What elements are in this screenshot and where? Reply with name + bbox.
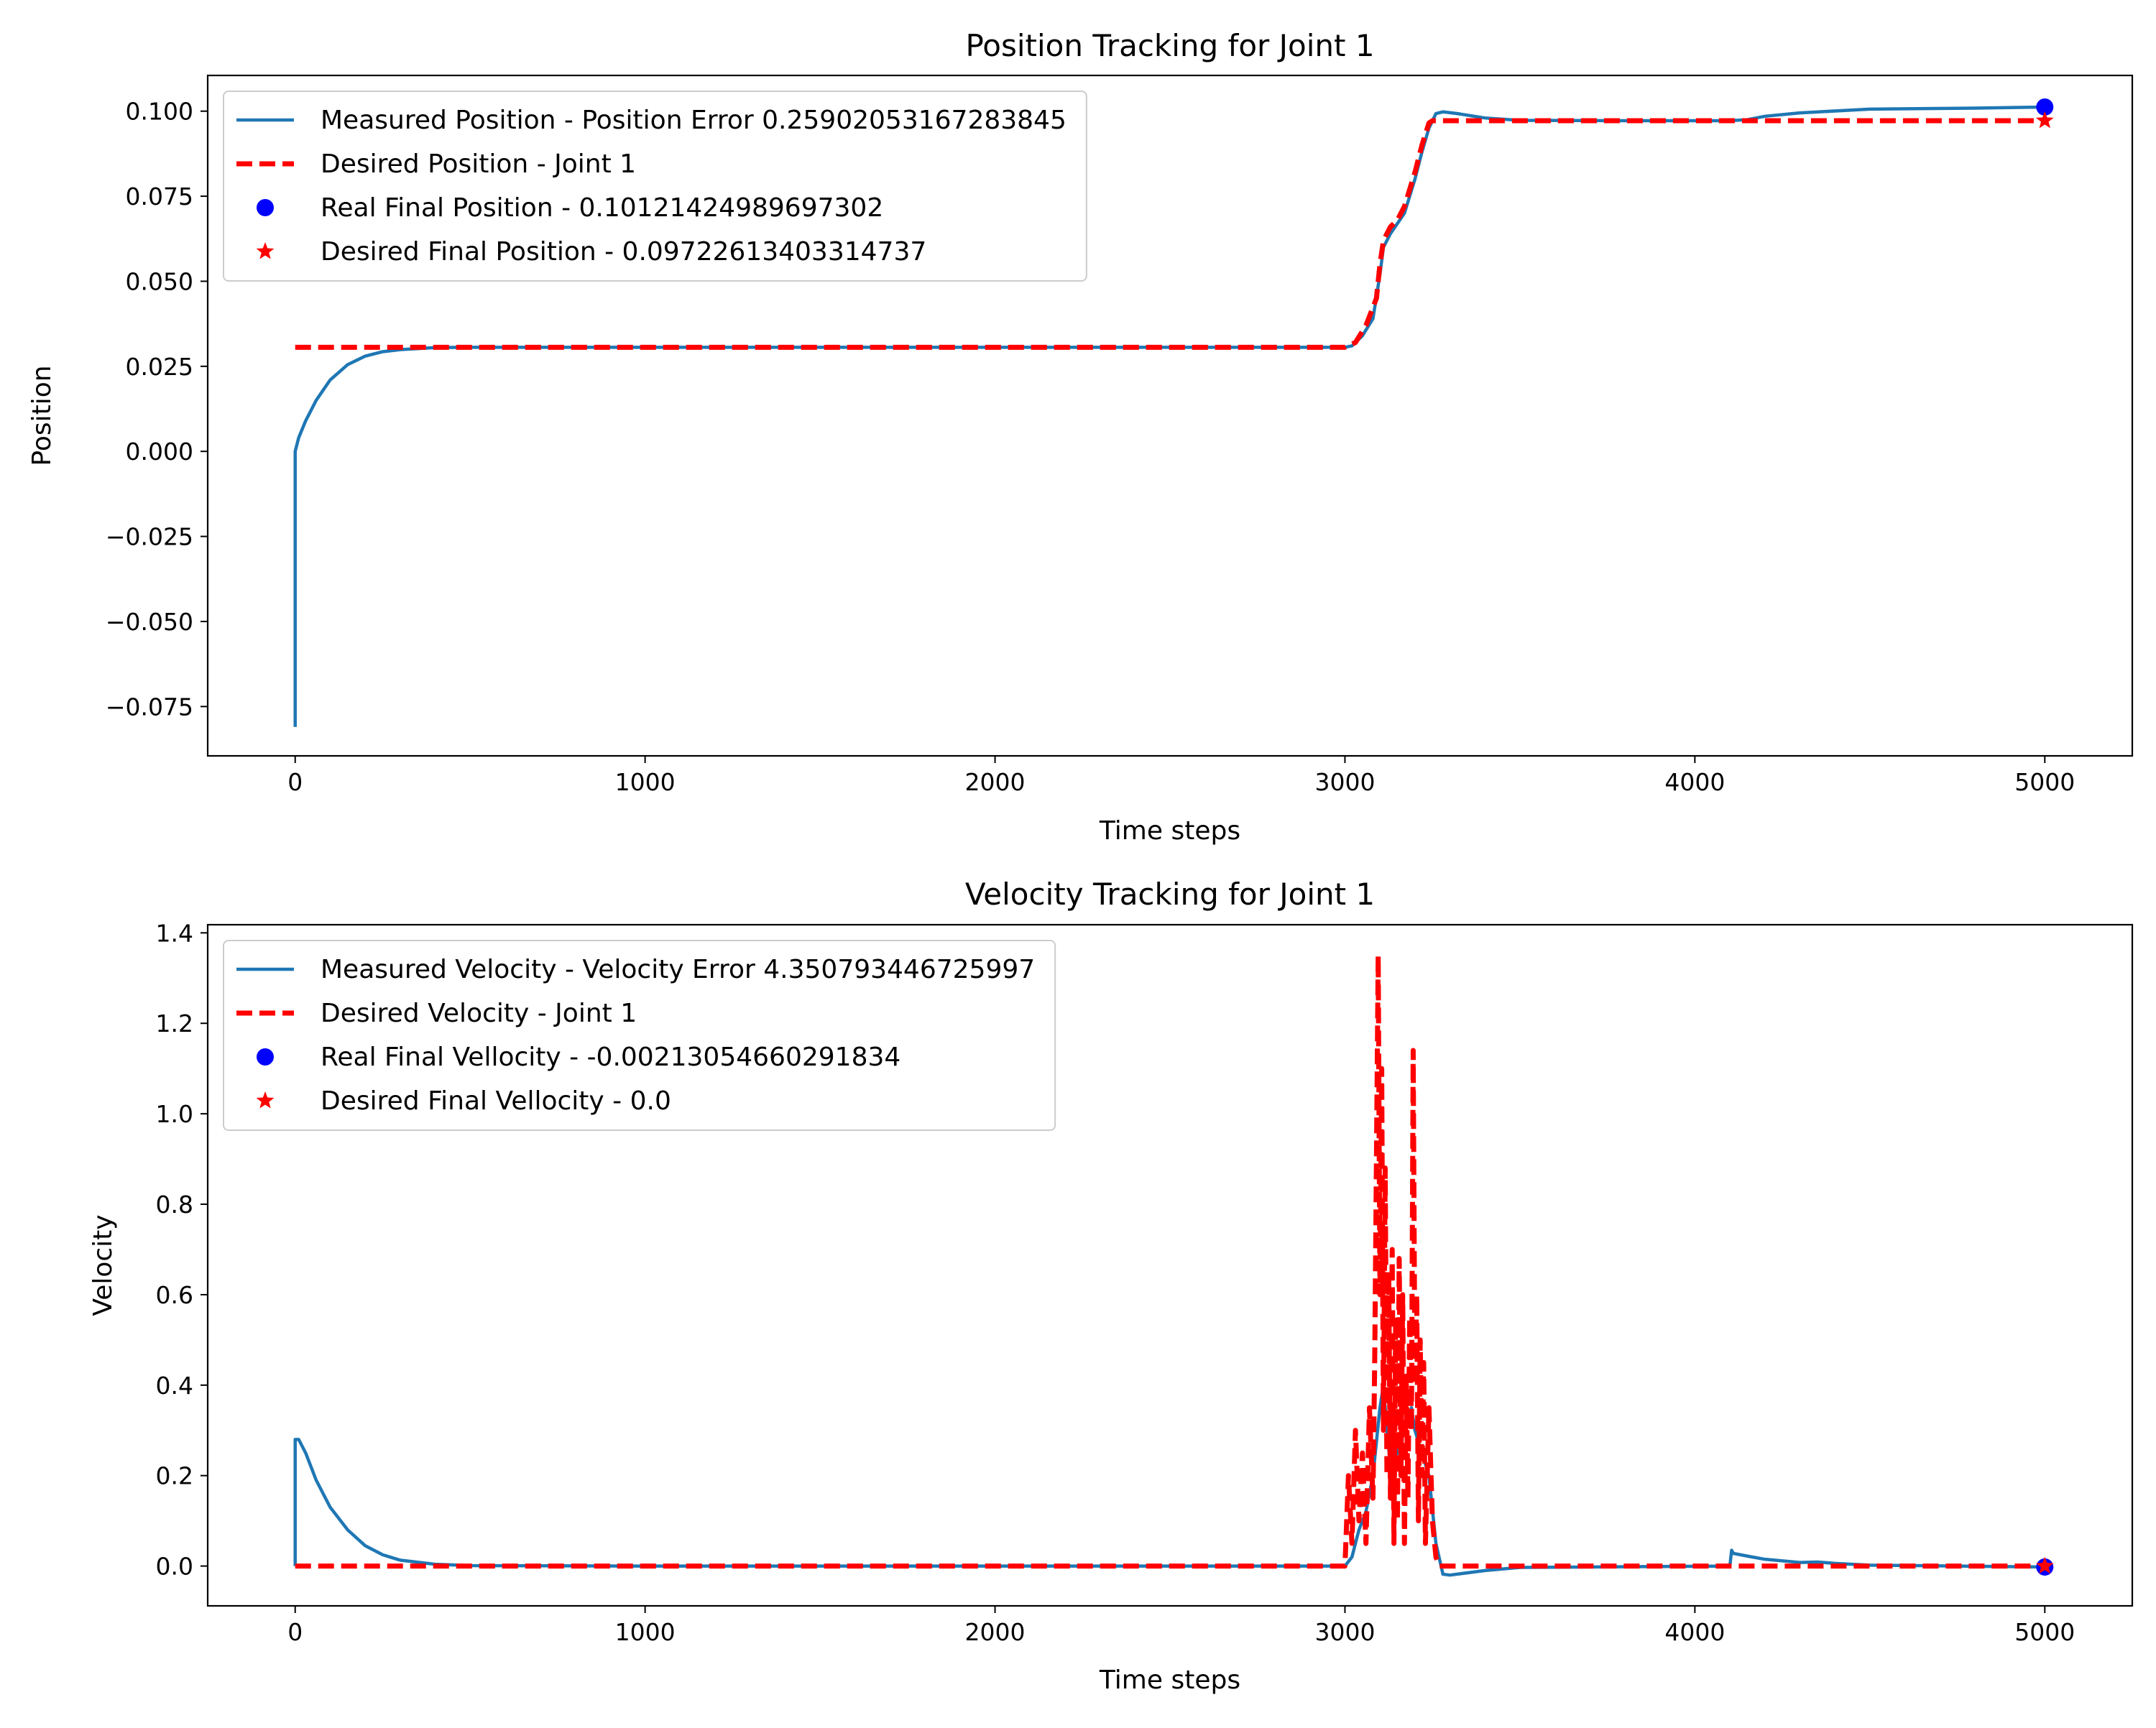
y-tick-label: 1.2 (156, 1009, 193, 1038)
legend-box (223, 91, 1087, 282)
legend: Measured Velocity - Velocity Error 4.350… (223, 940, 1056, 1131)
legend-circle-swatch (257, 1048, 274, 1066)
axes-frame (206, 923, 2134, 1607)
legend-item: Desired Final Vellocity - 0.0 (256, 1086, 671, 1116)
y-tick-label: 0.6 (156, 1281, 193, 1309)
chart-1: Position Tracking for Joint 1 0 1000 2000 30… (27, 28, 2134, 846)
x-tick-label: 1000 (615, 768, 676, 796)
plot-area (293, 953, 2045, 1577)
desired-final-marker (2035, 1556, 2054, 1574)
y-axis-label: Position (27, 365, 57, 466)
legend-star-swatch (256, 1091, 275, 1109)
plot-area (293, 105, 2045, 727)
legend-item: Measured Velocity - Velocity Error 4.350… (236, 955, 1035, 984)
y-tick-label: 0.0 (156, 1553, 193, 1581)
legend-label: Desired Position - Joint 1 (321, 149, 636, 179)
y-tick-label: 0.2 (156, 1462, 193, 1490)
x-axis-label: Time steps (1099, 1665, 1240, 1695)
chart-title: Velocity Tracking for Joint 1 (965, 877, 1375, 912)
legend-label: Desired Final Vellocity - 0.0 (321, 1086, 671, 1116)
x-tick-label: 3000 (1314, 768, 1375, 796)
legend-item: Real Final Position - 0.1012142498969730… (257, 193, 883, 223)
x-tick-label: 5000 (2014, 1618, 2075, 1646)
legend-label: Desired Final Position - 0.0972261340331… (321, 237, 926, 267)
y-tick-label: −0.075 (106, 693, 193, 721)
y-tick-label: 0.100 (126, 98, 193, 126)
real-final-marker (2036, 98, 2054, 116)
y-tick-label: 0.8 (156, 1191, 193, 1219)
x-axis-label: Time steps (1099, 816, 1240, 846)
legend-label: Real Final Vellocity - -0.00213054660291… (321, 1043, 900, 1072)
desired-series-line (295, 953, 2045, 1569)
chart-2: Velocity Tracking for Joint 1 0 1000 2000 30… (88, 877, 2134, 1695)
y-axis-label: Velocity (88, 1214, 118, 1316)
legend-item: Measured Position - Position Error 0.259… (236, 106, 1067, 135)
x-tick-label: 4000 (1664, 1618, 1725, 1646)
x-tick-label: 0 (287, 1618, 303, 1646)
x-tick-label: 1000 (615, 1618, 676, 1646)
desired-series-line (295, 118, 2045, 350)
legend-label: Desired Velocity - Joint 1 (321, 999, 637, 1028)
x-tick-label: 3000 (1314, 1618, 1375, 1646)
y-tick-label: 0.050 (126, 267, 193, 295)
legend-box (223, 940, 1056, 1131)
y-tick-label: 0.025 (126, 353, 193, 381)
x-tick-label: 2000 (965, 1618, 1026, 1646)
x-tick-label: 5000 (2014, 768, 2075, 796)
axes-frame (206, 74, 2134, 757)
chart-title: Position Tracking for Joint 1 (965, 28, 1374, 63)
legend-label: Real Final Position - 0.1012142498969730… (321, 193, 883, 223)
legend-item: Real Final Vellocity - -0.00213054660291… (257, 1043, 900, 1072)
legend: Measured Position - Position Error 0.259… (223, 91, 1087, 282)
y-tick-label: 0.4 (156, 1372, 193, 1400)
y-tick-label: 0.075 (126, 182, 193, 211)
y-tick-label: 1.4 (156, 919, 193, 947)
legend-item: Desired Position - Joint 1 (236, 149, 636, 179)
legend-label: Measured Velocity - Velocity Error 4.350… (321, 955, 1035, 984)
legend-item: Desired Velocity - Joint 1 (236, 999, 637, 1028)
legend-circle-swatch (257, 199, 274, 216)
legend-label: Measured Position - Position Error 0.259… (321, 106, 1067, 135)
y-tick-label: 1.0 (156, 1100, 193, 1128)
x-tick-label: 2000 (965, 768, 1026, 796)
x-tick-label: 4000 (1664, 768, 1725, 796)
y-tick-label: 0.000 (126, 438, 193, 466)
y-tick-label: −0.050 (106, 608, 193, 636)
y-tick-label: −0.025 (106, 523, 193, 551)
legend-star-swatch (256, 242, 275, 259)
legend-item: Desired Final Position - 0.0972261340331… (256, 237, 926, 267)
desired-final-marker (2035, 111, 2054, 129)
x-tick-label: 0 (287, 768, 303, 796)
